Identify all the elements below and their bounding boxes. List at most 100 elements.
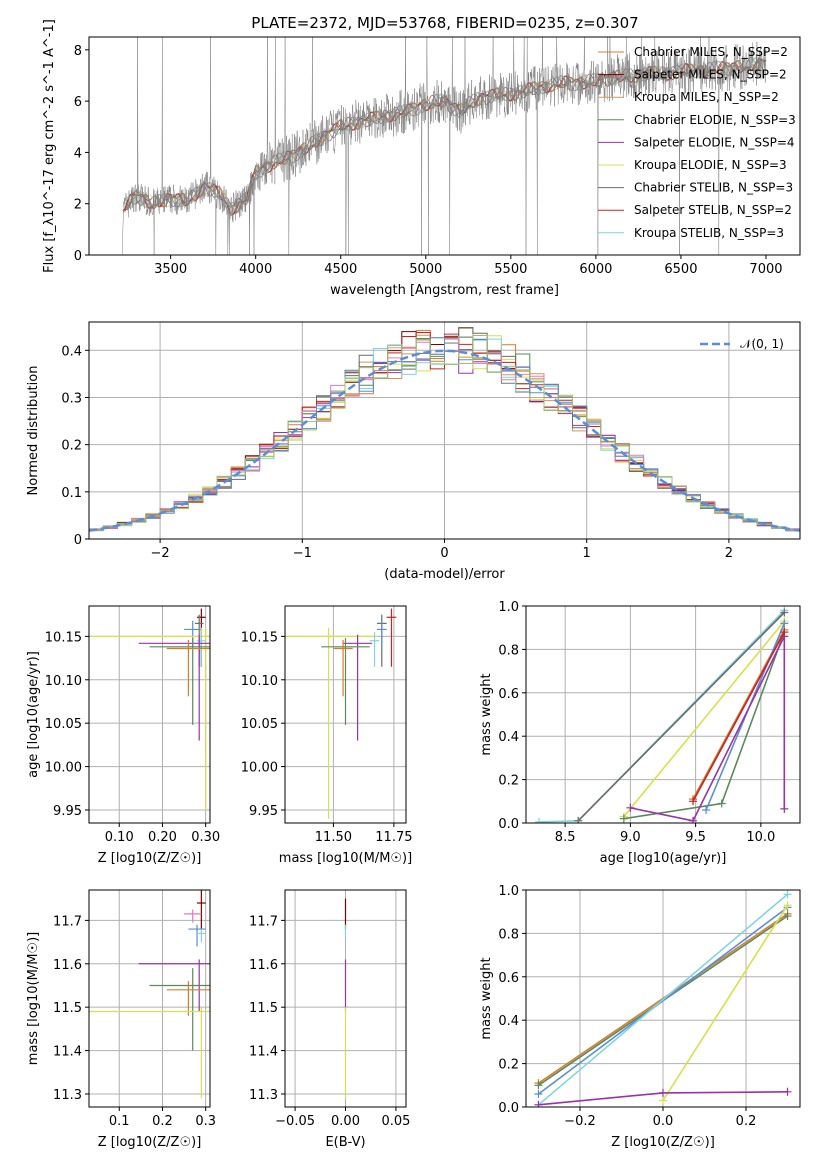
x-tick-label: 0 <box>440 546 448 561</box>
x-tick-label: 0.1 <box>109 1114 130 1129</box>
legend-label: Kroupa ELODIE, N_SSP=3 <box>634 158 787 172</box>
y-tick-label: 0.6 <box>498 971 519 986</box>
plot-area-massweight-vs-age <box>535 606 789 823</box>
series-line <box>623 620 785 818</box>
y-tick-label: 10.05 <box>45 717 82 732</box>
y-tick-label: 0.0 <box>498 817 519 832</box>
y-tick-label: 1.0 <box>498 600 519 615</box>
x-tick-label: 0.2 <box>736 1114 757 1129</box>
data-point <box>626 803 635 812</box>
y-tick-label: 10.10 <box>45 674 82 689</box>
y-tick-label: 0.0 <box>498 1101 519 1116</box>
y-tick-label: 0.2 <box>498 1058 519 1073</box>
data-point <box>659 1088 667 1097</box>
series-line <box>538 913 788 1084</box>
histogram-step <box>89 335 800 533</box>
data-point <box>780 619 789 628</box>
y-tick-label: 0.8 <box>498 643 519 658</box>
x-tick-label: −1 <box>293 546 312 561</box>
plot-area-mass-vs-Z <box>89 890 210 1099</box>
y-tick-label: 11.4 <box>53 1045 82 1060</box>
chart-mass-vs-Z: 0.1 0.2 0.3 11.3 11.4 11.5 11.6 11.7 Z [log10(Z/… <box>26 889 216 1150</box>
grid-age-vs-Z <box>89 606 210 823</box>
x-axis-label: (data-model)/error <box>384 567 505 582</box>
x-tick-label: 11.75 <box>375 830 412 845</box>
y-tick-label: 0.4 <box>61 344 82 359</box>
y-axis-label: Flux [f_λ10^-17 erg cm^-2 s^-1 A^-1] <box>42 19 57 273</box>
series-line <box>630 636 786 822</box>
x-tick-label: 7000 <box>749 262 782 277</box>
chart-age-vs-mass: 11.50 11.75 9.95 10.00 10.05 10.10 10.15 mass [… <box>241 605 413 866</box>
y-tick-label: 10.00 <box>45 761 82 776</box>
y-tick-label: 8 <box>74 44 82 59</box>
series-line <box>623 631 786 820</box>
grid-mass-vs-Z <box>89 890 210 1107</box>
y-tick-label: 4 <box>74 146 82 161</box>
figure-title: PLATE=2372, MJD=53768, FIBERID=0235, z=0… <box>251 14 638 32</box>
y-axis-label: mass weight <box>479 673 494 755</box>
x-tick-label: 9.0 <box>620 830 641 845</box>
y-tick-label: 9.95 <box>53 804 82 819</box>
y-tick-label: 11.5 <box>53 1001 82 1016</box>
data-point <box>689 797 698 806</box>
y-tick-label: 6 <box>74 95 82 110</box>
y-tick-label: 11.3 <box>53 1088 82 1103</box>
x-tick-label: 9.5 <box>685 830 706 845</box>
data-point <box>689 816 698 823</box>
panels: 3500 4000 4500 5000 5500 6000 6500 7000 0 2 4 6 8 wav… <box>26 19 801 1150</box>
y-tick-label: 10.15 <box>45 630 82 645</box>
y-axis-label: mass weight <box>479 957 494 1039</box>
x-tick-label: 5500 <box>494 262 527 277</box>
x-axis-label: wavelength [Angstrom, rest frame] <box>330 283 559 298</box>
y-tick-label: 0.2 <box>61 439 82 454</box>
series-line <box>662 904 789 1101</box>
y-tick-label: 11.7 <box>249 914 278 929</box>
x-axis-label: Z [log10(Z/Z☉)] <box>611 1135 715 1150</box>
data-point <box>783 912 792 921</box>
y-tick-label: 11.4 <box>249 1045 278 1060</box>
data-point <box>574 816 583 823</box>
series-line <box>538 906 788 1095</box>
chart-residuals: −2 −1 0 1 2 0 0.1 0.2 0.3 0.4 (data-model)/error No… <box>26 321 801 582</box>
plot-area-age-vs-Z <box>89 608 210 810</box>
gaussian-curve <box>89 349 800 532</box>
series-line <box>537 893 789 1106</box>
plot-area-spectrum <box>121 37 767 255</box>
axes-frame <box>525 605 801 824</box>
x-tick-label: 0.0 <box>653 1114 674 1129</box>
axes-frame <box>88 321 801 540</box>
series-line <box>538 609 785 823</box>
y-tick-label: 11.7 <box>53 914 82 929</box>
y-tick-label: 11.3 <box>249 1088 278 1103</box>
y-tick-label: 0.3 <box>61 391 82 406</box>
x-tick-label: 4500 <box>324 262 357 277</box>
y-tick-label: 0 <box>74 249 82 264</box>
y-tick-label: 10.00 <box>241 761 278 776</box>
x-tick-label: −0.05 <box>275 1114 315 1129</box>
axes-frame <box>88 605 211 824</box>
x-tick-label: −2 <box>151 546 170 561</box>
y-tick-label: 9.95 <box>249 804 278 819</box>
chart-massweight-vs-age: 8.5 9.0 9.5 10.0 0.0 0.2 0.4 0.6 0.8 1.0 age [log1… <box>479 600 801 866</box>
x-tick-label: 0.20 <box>148 830 177 845</box>
plot-area-massweight-vs-Z <box>534 890 792 1107</box>
x-axis-label: E(B-V) <box>325 1135 365 1150</box>
data-point <box>535 817 544 823</box>
chart-mass-vs-EBV: −0.05 0.00 0.05 11.3 11.4 11.5 11.6 11.7 E(B-V) <box>249 889 410 1150</box>
legend-label: Chabrier ELODIE, N_SSP=3 <box>634 113 796 127</box>
legend: Chabrier MILES, N_SSP=2 Salpeter MILES, N… <box>598 45 796 240</box>
data-point <box>783 890 792 899</box>
y-axis-label: age [log10(age/yr)] <box>26 651 41 778</box>
chart-massweight-vs-Z: −0.2 0.0 0.2 0.0 0.2 0.4 0.6 0.8 1.0 Z [log10(Z/Z… <box>479 884 801 1150</box>
x-tick-label: 2 <box>725 546 733 561</box>
series-line <box>577 611 785 822</box>
x-tick-label: 8.5 <box>555 830 576 845</box>
axes-frame <box>88 889 211 1108</box>
axes-frame <box>284 889 407 1108</box>
y-tick-label: 0.4 <box>498 730 519 745</box>
y-tick-label: 1.0 <box>498 884 519 899</box>
y-axis-label: mass [log10(M/M☉)] <box>26 932 41 1065</box>
data-point <box>780 804 789 813</box>
y-axis-label: Normed distribution <box>26 366 41 496</box>
legend-label: Chabrier STELIB, N_SSP=3 <box>634 181 793 195</box>
